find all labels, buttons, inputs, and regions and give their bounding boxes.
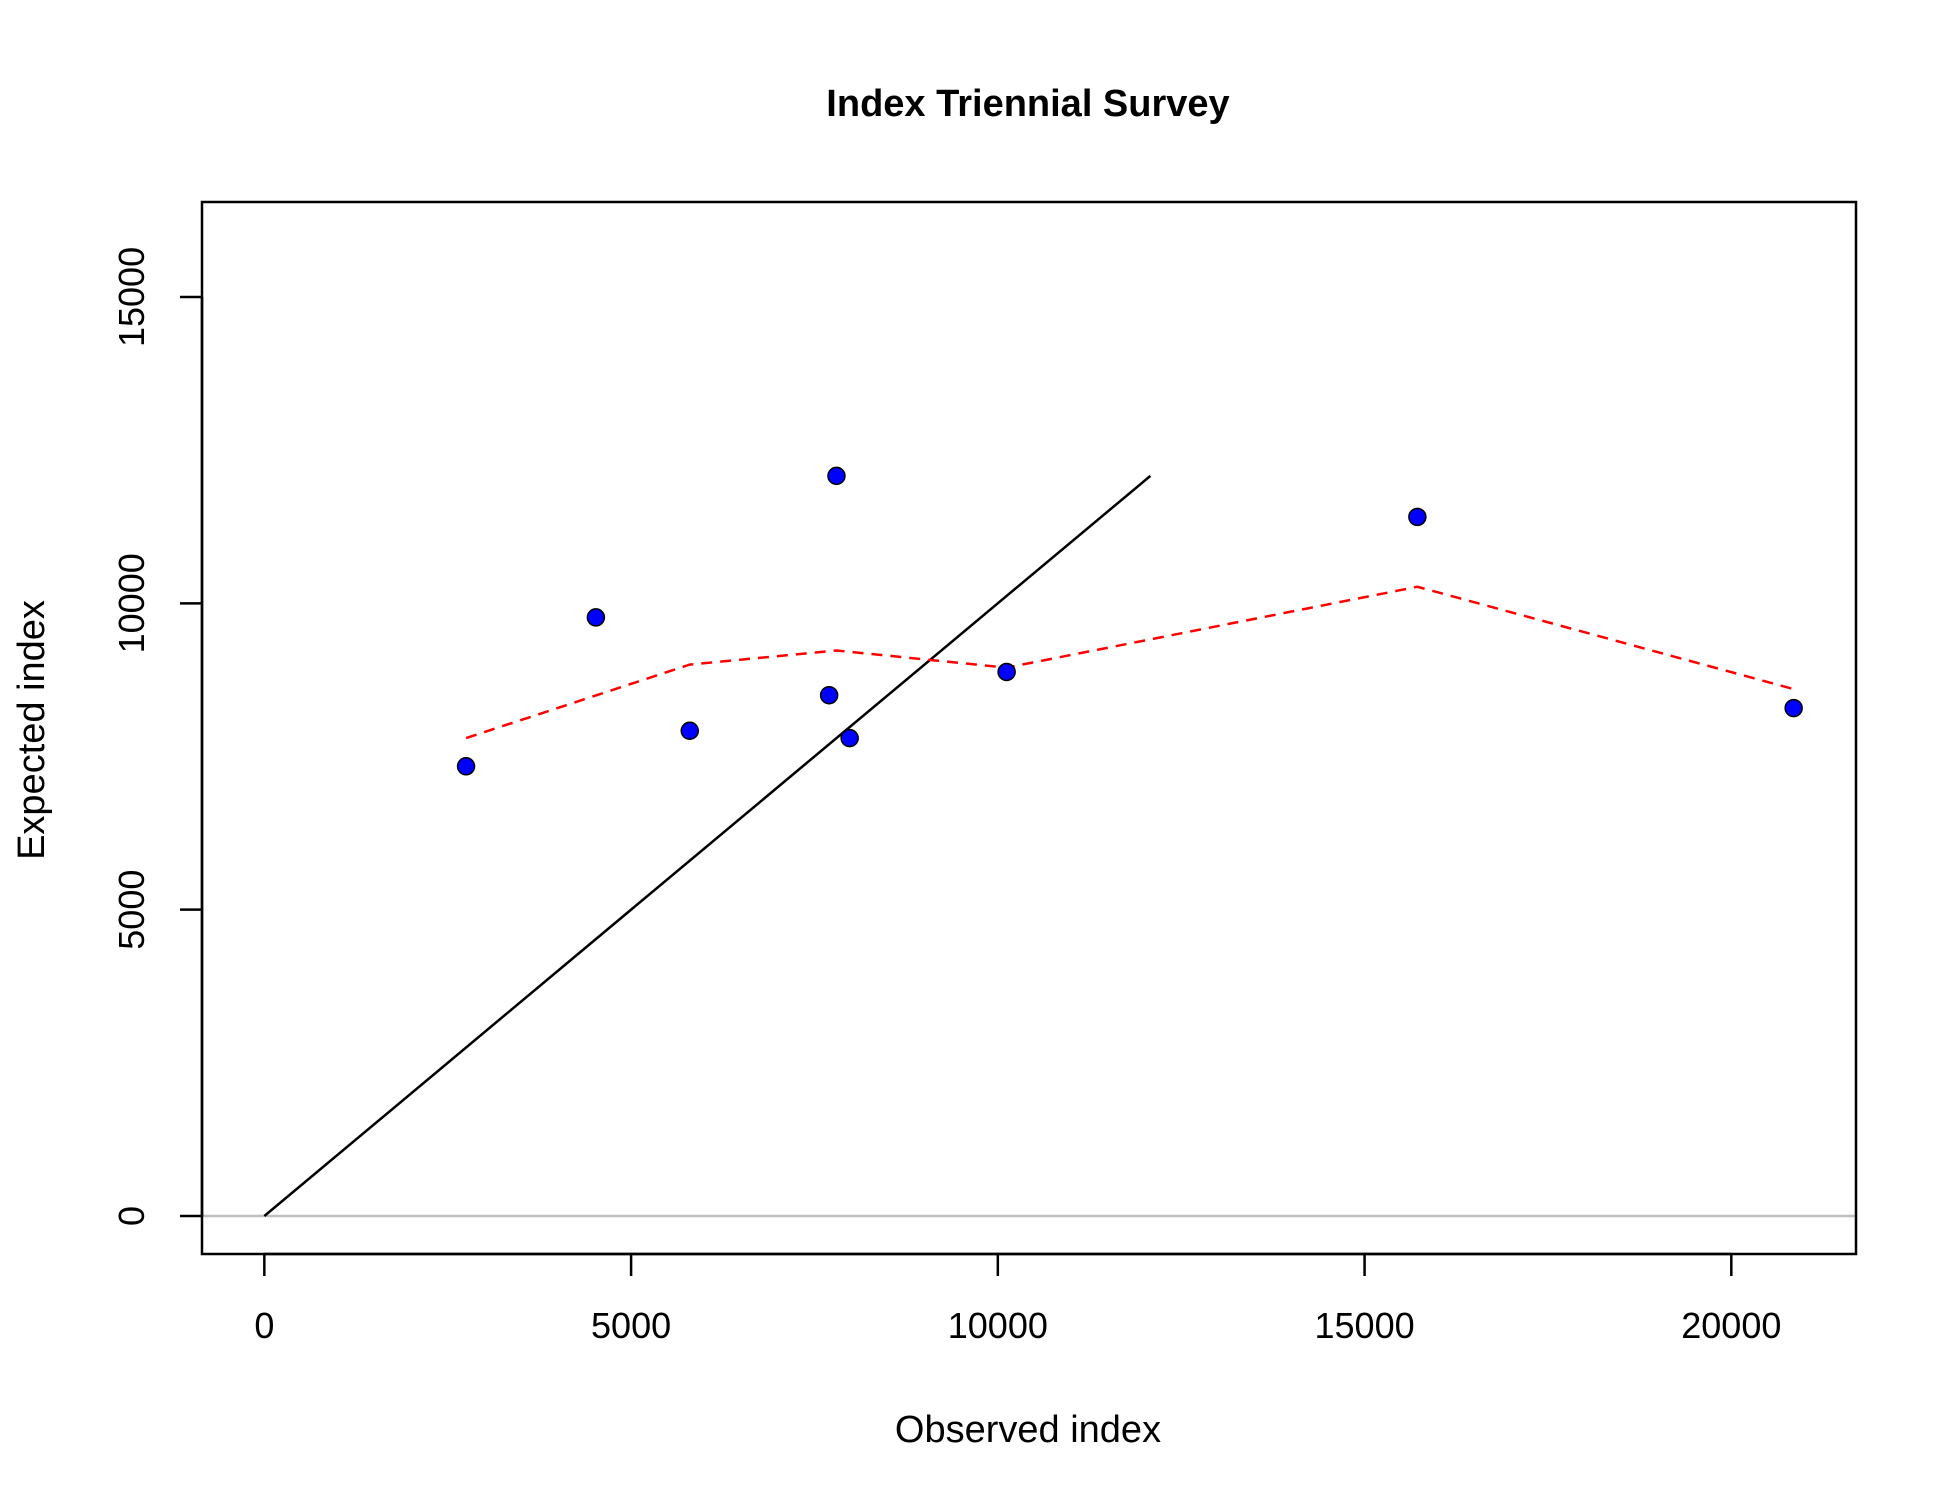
y-tick-label: 0 — [111, 1206, 152, 1226]
data-point — [680, 721, 700, 741]
data-point — [586, 608, 606, 627]
x-axis: 0 5000 10000 15000 20000 — [254, 1252, 1781, 1346]
y-axis-label: Expected index — [11, 600, 53, 860]
data-point — [827, 466, 846, 486]
y-tick-label: 15000 — [111, 247, 152, 347]
data-point — [1784, 698, 1803, 718]
y-tick-label: 5000 — [111, 870, 152, 950]
chart-title: Index Triennial Survey — [826, 83, 1229, 125]
x-tick-label: 15000 — [1315, 1305, 1415, 1346]
plot-frame — [200, 200, 1858, 1256]
data-point — [819, 685, 839, 705]
data-point — [997, 662, 1016, 682]
x-tick-label: 20000 — [1681, 1305, 1781, 1346]
points-layer — [456, 466, 1803, 776]
data-point — [1408, 507, 1427, 527]
x-tick-label: 0 — [254, 1305, 274, 1346]
identity-line — [263, 474, 1152, 1217]
data-point — [456, 757, 476, 776]
x-tick-label: 10000 — [948, 1305, 1048, 1346]
data-point — [840, 728, 859, 748]
smoother-line — [465, 585, 1794, 740]
y-axis: 0 5000 10000 15000 — [111, 247, 204, 1226]
x-tick-label: 5000 — [591, 1305, 671, 1346]
x-axis-label: Observed index — [895, 1409, 1161, 1451]
y-tick-label: 10000 — [111, 553, 152, 653]
